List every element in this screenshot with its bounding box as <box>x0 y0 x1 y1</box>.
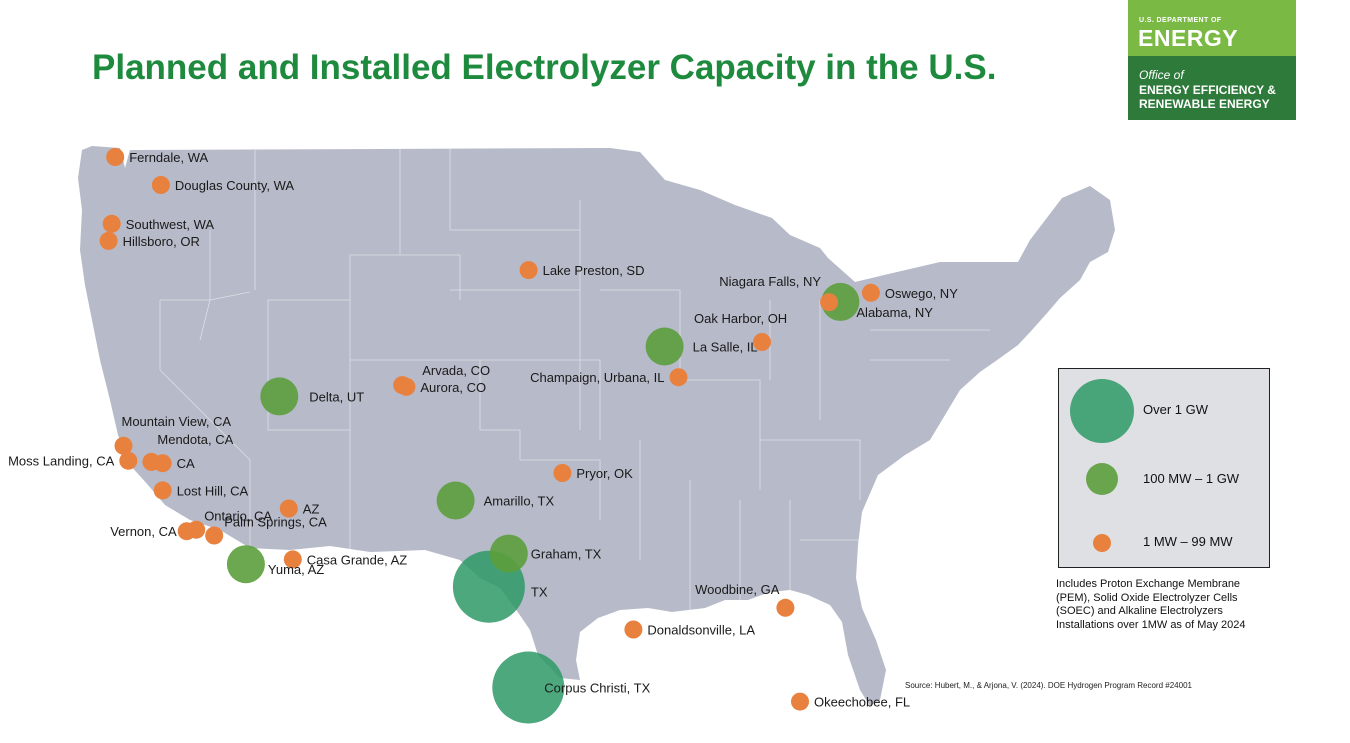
site-marker <box>489 534 528 573</box>
source-citation: Source: Hubert, M., & Arjona, V. (2024).… <box>905 681 1192 690</box>
site-marker <box>753 333 771 351</box>
site-label: Champaign, Urbana, IL <box>530 370 664 385</box>
footnote: Includes Proton Exchange Membrane (PEM),… <box>1056 578 1246 631</box>
site-label: Aurora, CO <box>420 380 486 395</box>
site-marker <box>861 283 880 302</box>
site-label: CA <box>177 456 195 471</box>
site-label: Yuma, AZ <box>268 562 324 577</box>
page-title: Planned and Installed Electrolyzer Capac… <box>92 48 997 87</box>
site-marker <box>436 481 475 520</box>
site-label: Hillsboro, OR <box>123 234 200 249</box>
site-label: La Salle, IL <box>693 340 758 355</box>
logo-department: U.S. DEPARTMENT OF <box>1139 17 1222 24</box>
site-label: Corpus Christi, TX <box>544 681 650 696</box>
legend-label-over-1gw: Over 1 GW <box>1143 402 1209 417</box>
site-marker <box>279 499 298 518</box>
site-marker <box>791 692 809 711</box>
legend-swatch-1mw-99mw <box>1093 534 1111 552</box>
site-label: Okeechobee, FL <box>814 695 910 710</box>
site-label: Palm Springs, CA <box>224 515 327 530</box>
site-marker <box>153 454 172 473</box>
site-label: Lost Hill, CA <box>177 483 249 498</box>
site-label: Graham, TX <box>531 547 602 562</box>
site-marker <box>397 377 416 396</box>
site-label: Oswego, NY <box>885 286 958 301</box>
logo-top-band: U.S. DEPARTMENT OF ENERGY <box>1128 0 1296 56</box>
site-label: Woodbine, GA <box>695 582 780 597</box>
site-marker <box>260 377 299 416</box>
site-marker <box>119 451 138 470</box>
site-label: Oak Harbor, OH <box>694 311 787 326</box>
site-marker <box>151 176 170 194</box>
site-marker <box>205 526 224 545</box>
site-label: Southwest, WA <box>126 217 215 232</box>
site-marker <box>820 293 839 312</box>
site-label: Arvada, CO <box>422 363 490 378</box>
site-label: Ontario, CA <box>204 509 272 524</box>
legend-swatch-100mw-1gw <box>1086 463 1118 495</box>
site-marker <box>226 545 265 584</box>
site-marker <box>669 368 688 387</box>
site-label: Mountain View, CA <box>122 414 232 429</box>
us-landmass <box>78 146 1115 706</box>
site-label: Ferndale, WA <box>129 150 208 165</box>
state-border-line <box>579 200 861 610</box>
site-label: Amarillo, TX <box>484 494 555 509</box>
logo-bottom-band <box>1128 56 1296 120</box>
site-marker <box>492 651 565 724</box>
site-marker <box>553 464 572 482</box>
site-label: Niagara Falls, NY <box>719 274 821 289</box>
state-border-line <box>267 254 521 550</box>
site-marker <box>519 261 538 280</box>
site-label: Douglas County, WA <box>175 178 295 193</box>
site-label: Pryor, OK <box>576 466 633 481</box>
site-label: Vernon, CA <box>110 524 177 539</box>
doe-eere-logo: U.S. DEPARTMENT OF ENERGY Office of ENER… <box>1128 0 1296 120</box>
site-marker <box>177 522 196 541</box>
site-label: Lake Preston, SD <box>543 263 645 278</box>
site-label: Casa Grande, AZ <box>307 552 407 567</box>
site-label: Delta, UT <box>309 389 364 404</box>
site-markers <box>99 148 880 724</box>
site-label: Moss Landing, CA <box>8 454 115 469</box>
site-label: Mendota, CA <box>157 432 233 447</box>
site-label: Donaldsonville, LA <box>647 623 755 638</box>
site-label: AZ <box>303 502 320 517</box>
state-border-line <box>159 150 256 548</box>
site-marker <box>106 148 125 166</box>
site-marker <box>99 231 118 250</box>
site-marker <box>624 620 643 639</box>
site-marker <box>114 436 133 455</box>
legend-label-100mw-1gw: 100 MW – 1 GW <box>1143 471 1240 486</box>
logo-eere-line1: ENERGY EFFICIENCY & <box>1139 83 1276 97</box>
site-marker <box>153 481 172 500</box>
site-marker <box>102 214 121 233</box>
logo-office: Office of <box>1139 68 1184 82</box>
site-marker <box>283 550 302 569</box>
legend-swatch-over-1gw <box>1070 379 1134 443</box>
state-border-line <box>399 148 601 520</box>
logo-energy: ENERGY <box>1138 25 1239 51</box>
state-borders <box>159 148 990 610</box>
site-marker <box>645 327 684 366</box>
site-label: TX <box>531 585 548 600</box>
legend: Over 1 GW 100 MW – 1 GW 1 MW – 99 MW <box>1058 368 1270 568</box>
site-marker <box>776 598 795 617</box>
site-marker <box>821 282 860 321</box>
site-label: Alabama, NY <box>856 305 933 320</box>
contiguous-us-shape <box>78 146 1115 706</box>
legend-label-1mw-99mw: 1 MW – 99 MW <box>1143 534 1233 549</box>
logo-eere-line2: RENEWABLE ENERGY <box>1139 97 1270 111</box>
site-labels: Ferndale, WA Douglas County, WA Southwest,… <box>8 150 958 710</box>
